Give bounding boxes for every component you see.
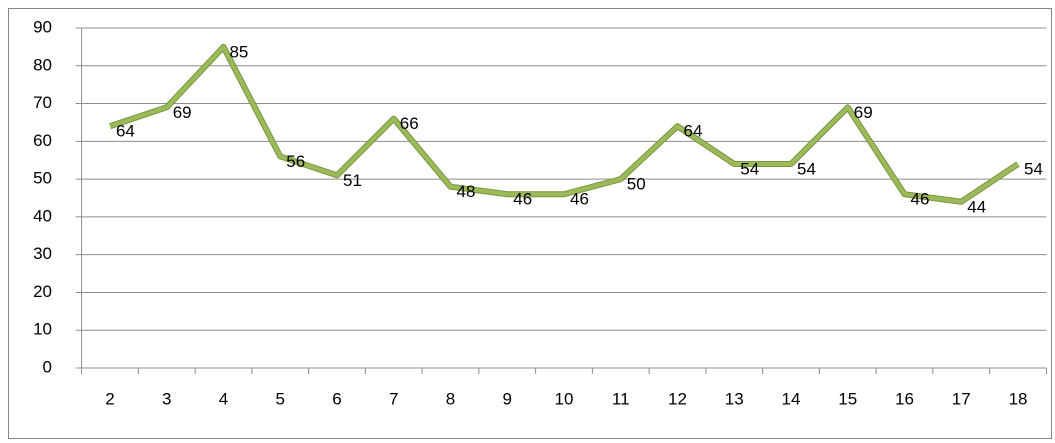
x-tick-label: 3 — [162, 389, 171, 408]
x-tick-label: 7 — [389, 389, 398, 408]
data-label: 54 — [1024, 159, 1043, 178]
data-label: 54 — [740, 159, 759, 178]
y-tick-label: 0 — [43, 357, 52, 376]
x-tick-label: 14 — [782, 389, 801, 408]
line — [109, 44, 1020, 204]
y-tick-label: 60 — [33, 131, 52, 150]
y-tick-label: 30 — [33, 244, 52, 263]
x-tick-label: 16 — [895, 389, 914, 408]
x-tick-label: 2 — [105, 389, 114, 408]
data-label: 64 — [684, 122, 703, 141]
y-tick-label: 70 — [33, 93, 52, 112]
x-tick-label: 11 — [612, 389, 630, 408]
y-tick-label: 10 — [33, 320, 52, 339]
data-label: 50 — [627, 175, 646, 194]
chart-border — [8, 8, 1052, 439]
x-tick-label: 17 — [952, 389, 971, 408]
y-tick-label: 80 — [33, 55, 52, 74]
data-label: 46 — [513, 190, 532, 209]
x-tick-label: 10 — [555, 389, 574, 408]
x-tick-label: 5 — [276, 389, 285, 408]
x-tick-label: 12 — [668, 389, 687, 408]
data-label: 48 — [456, 182, 475, 201]
data-label: 56 — [286, 152, 305, 171]
data-label: 64 — [116, 122, 135, 141]
x-tick-label: 6 — [332, 389, 341, 408]
data-label: 66 — [400, 114, 419, 133]
data-label: 69 — [854, 103, 873, 122]
y-tick-label: 20 — [33, 282, 52, 301]
data-label: 44 — [967, 197, 986, 216]
data-label: 46 — [911, 190, 930, 209]
x-tick-label: 9 — [503, 389, 512, 408]
x-tick-label: 18 — [1009, 389, 1028, 408]
x-tick-label: 13 — [725, 389, 744, 408]
x-tick-label: 15 — [838, 389, 857, 408]
data-label: 69 — [173, 103, 192, 122]
y-tick-label: 90 — [33, 17, 52, 36]
y-tick-label: 40 — [33, 206, 52, 225]
data-label: 46 — [570, 190, 589, 209]
y-tick-label: 50 — [33, 169, 52, 188]
data-label: 85 — [229, 42, 248, 61]
data-label: 54 — [797, 159, 816, 178]
data-label: 51 — [343, 171, 362, 190]
x-tick-label: 8 — [446, 389, 455, 408]
x-tick-label: 4 — [219, 389, 228, 408]
